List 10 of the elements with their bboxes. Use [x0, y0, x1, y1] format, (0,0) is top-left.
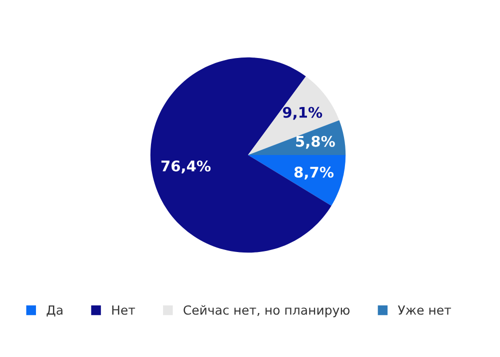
data-label: 9,1% — [282, 106, 322, 120]
data-label: 5,8% — [296, 136, 335, 149]
pie-slice — [248, 155, 346, 206]
legend-label: Нет — [112, 305, 136, 315]
data-label: 76,4% — [161, 160, 211, 174]
pie-slice — [248, 76, 340, 155]
legend-label: Уже нет — [398, 305, 452, 315]
legend-label: Да — [46, 305, 62, 317]
legend-label: Сейчас нет, но планирую — [184, 305, 350, 318]
data-label: 8,7% — [294, 166, 334, 180]
